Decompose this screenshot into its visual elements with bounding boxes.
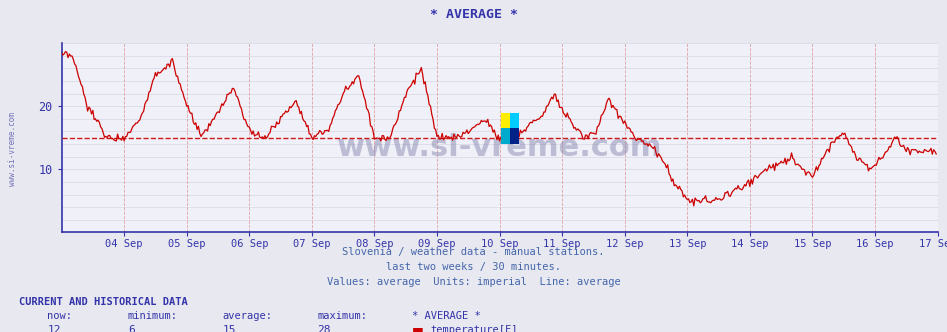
Text: Values: average  Units: imperial  Line: average: Values: average Units: imperial Line: av… — [327, 277, 620, 287]
Text: * AVERAGE *: * AVERAGE * — [412, 311, 481, 321]
Bar — [510, 128, 519, 144]
Text: temperature[F]: temperature[F] — [431, 325, 518, 332]
Bar — [510, 113, 519, 128]
Text: www.si-vreme.com: www.si-vreme.com — [337, 133, 662, 162]
Text: 12: 12 — [47, 325, 61, 332]
Text: 6: 6 — [128, 325, 134, 332]
Text: www.si-vreme.com: www.si-vreme.com — [8, 113, 17, 186]
Text: maximum:: maximum: — [317, 311, 367, 321]
Text: 15: 15 — [223, 325, 236, 332]
Text: 28: 28 — [317, 325, 331, 332]
Text: CURRENT AND HISTORICAL DATA: CURRENT AND HISTORICAL DATA — [19, 297, 188, 307]
Text: * AVERAGE *: * AVERAGE * — [430, 8, 517, 21]
Text: Slovenia / weather data - manual stations.: Slovenia / weather data - manual station… — [342, 247, 605, 257]
Bar — [501, 113, 510, 128]
Text: average:: average: — [223, 311, 273, 321]
Text: minimum:: minimum: — [128, 311, 178, 321]
Text: ■: ■ — [412, 325, 423, 332]
Text: last two weeks / 30 minutes.: last two weeks / 30 minutes. — [386, 262, 561, 272]
Text: now:: now: — [47, 311, 72, 321]
Bar — [501, 128, 510, 144]
